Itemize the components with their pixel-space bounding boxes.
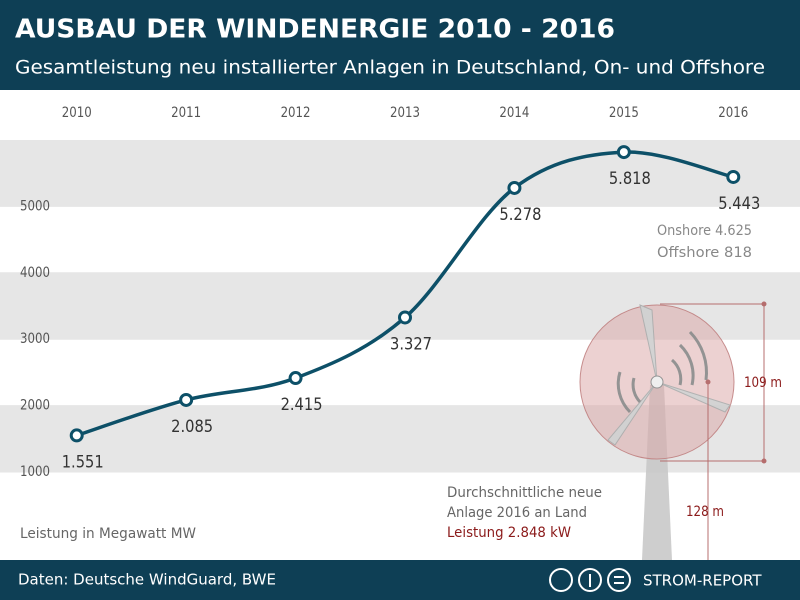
turbine-tower: [642, 385, 672, 560]
data-point: [398, 310, 412, 325]
license-icons: [549, 568, 631, 592]
x-tick-label: 2013: [390, 105, 420, 121]
annotation: 128 m: [686, 504, 724, 520]
data-point: [179, 392, 194, 407]
annotation: Onshore 4.625: [657, 223, 752, 239]
y-tick-label: 1000: [20, 464, 50, 480]
data-point: [726, 169, 741, 184]
annotation: Durchschnittliche neue: [447, 485, 602, 501]
x-tick-label: 2010: [62, 105, 92, 121]
y-tick-label: 2000: [20, 398, 50, 414]
annotation: Leistung 2.848 kW: [447, 525, 571, 541]
chart-subtitle: Gesamtleistung neu installierter Anlagen…: [15, 57, 765, 79]
value-label: 2.085: [171, 417, 213, 437]
annotation: Offshore 818: [657, 245, 752, 261]
value-label: 3.327: [390, 334, 432, 354]
grid-band: [0, 140, 800, 207]
value-label: 5.818: [609, 169, 651, 189]
data-point: [616, 145, 631, 160]
value-label: 1.551: [62, 452, 104, 472]
blade: [639, 304, 658, 383]
annotation: Leistung in Megawatt MW: [20, 526, 196, 542]
blade: [656, 381, 731, 413]
dimension-lines: [660, 301, 767, 560]
annotation: Anlage 2016 an Land: [447, 505, 587, 521]
y-tick-label: 5000: [20, 198, 50, 214]
brand: STROM-REPORT: [643, 572, 762, 590]
y-tick-label: 4000: [20, 265, 50, 281]
x-tick-label: 2011: [171, 105, 201, 121]
y-tick-label: 3000: [20, 331, 50, 347]
x-tick-label: 2016: [718, 105, 748, 121]
data-point: [69, 428, 84, 443]
header: [0, 0, 800, 90]
hub: [650, 375, 664, 389]
x-tick-label: 2012: [281, 105, 311, 121]
x-tick-label: 2014: [499, 105, 529, 121]
x-tick-label: 2015: [609, 105, 639, 121]
data-point: [507, 180, 522, 195]
value-label: 2.415: [281, 395, 323, 415]
wind-waves: [616, 330, 708, 414]
turbine-illustration: [579, 301, 767, 560]
value-label: 5.278: [499, 205, 541, 225]
chart-title: AUSBAU DER WINDENERGIE 2010 - 2016: [15, 15, 615, 45]
annotation: 109 m: [744, 375, 782, 391]
blade: [607, 381, 658, 446]
value-label: 5.443: [718, 194, 760, 214]
data-point: [288, 371, 303, 386]
source: Daten: Deutsche WindGuard, BWE: [18, 571, 276, 589]
footer: [0, 560, 800, 600]
